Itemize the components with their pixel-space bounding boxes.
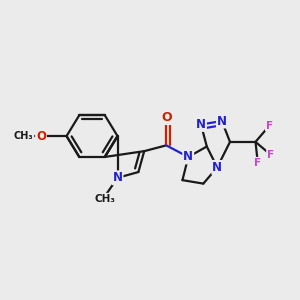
Text: CH₃: CH₃ bbox=[94, 194, 115, 204]
Text: N: N bbox=[196, 118, 206, 131]
Text: F: F bbox=[254, 158, 261, 168]
Text: CH₃: CH₃ bbox=[14, 131, 34, 141]
Text: N: N bbox=[112, 171, 122, 184]
Text: F: F bbox=[266, 121, 273, 131]
Text: N: N bbox=[217, 115, 227, 128]
Text: F: F bbox=[267, 150, 274, 160]
Text: N: N bbox=[212, 161, 222, 174]
Text: O: O bbox=[161, 111, 172, 124]
Text: O: O bbox=[36, 130, 46, 142]
Text: N: N bbox=[183, 151, 193, 164]
